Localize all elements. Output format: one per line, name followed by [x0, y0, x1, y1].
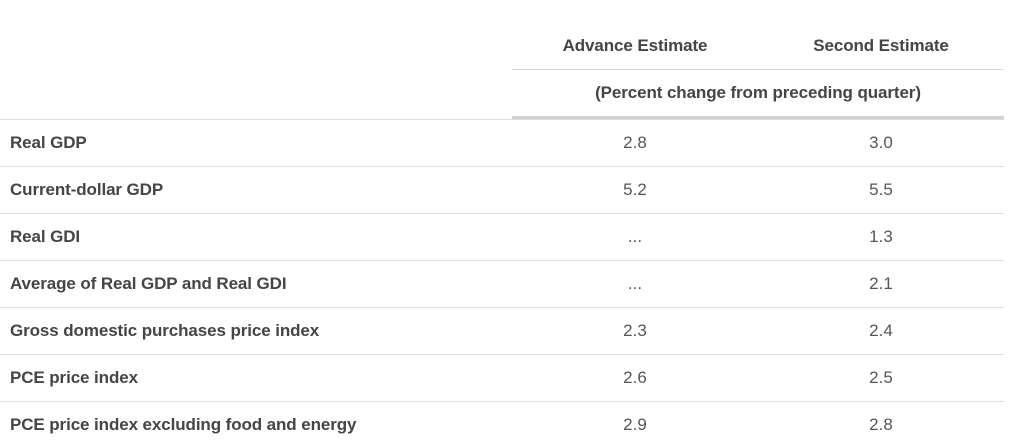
units-subheader: (Percent change from preceding quarter) — [512, 70, 1004, 119]
table-row-real-gdi: Real GDI ... 1.3 — [0, 213, 1004, 260]
advance-estimate-value: ... — [627, 227, 643, 246]
second-estimate-value: 3.0 — [869, 133, 893, 152]
row-label: Real GDI — [10, 227, 81, 246]
table-row-average-gdp-gdi: Average of Real GDP and Real GDI ... 2.1 — [0, 260, 1004, 307]
second-estimate-value: 2.5 — [869, 368, 893, 387]
second-estimate-value: 5.5 — [869, 180, 893, 199]
column-header-advance-estimate: Advance Estimate — [562, 35, 708, 55]
table-row-pce-price-index-ex-food-energy: PCE price index excluding food and energ… — [0, 401, 1004, 448]
table-body: Real GDP 2.8 3.0 Current-dollar GDP 5.2 … — [0, 119, 1004, 448]
second-estimate-value: 1.3 — [869, 227, 893, 246]
advance-estimate-value: 2.6 — [623, 368, 647, 387]
table-row-gross-domestic-purchases-price-index: Gross domestic purchases price index 2.3… — [0, 307, 1004, 354]
advance-estimate-value: 2.9 — [623, 415, 647, 434]
row-label: Real GDP — [10, 133, 87, 152]
second-estimate-value: 2.8 — [869, 415, 893, 434]
row-label: Gross domestic purchases price index — [10, 321, 320, 340]
advance-estimate-value: 2.8 — [623, 133, 647, 152]
row-label: Average of Real GDP and Real GDI — [10, 274, 287, 293]
advance-estimate-value: ... — [627, 274, 643, 293]
column-header-second-estimate: Second Estimate — [813, 35, 949, 55]
table-row-pce-price-index: PCE price index 2.6 2.5 — [0, 354, 1004, 401]
second-estimate-value: 2.1 — [869, 274, 893, 293]
row-label: PCE price index excluding food and energ… — [10, 415, 357, 434]
second-estimate-value: 2.4 — [869, 321, 893, 340]
table-row-current-dollar-gdp: Current-dollar GDP 5.2 5.5 — [0, 166, 1004, 213]
table-header: Advance Estimate Second Estimate (Percen… — [512, 0, 1004, 119]
advance-estimate-value: 5.2 — [623, 180, 647, 199]
row-label: Current-dollar GDP — [10, 180, 164, 199]
row-label: PCE price index — [10, 368, 138, 387]
column-headers-row: Advance Estimate Second Estimate — [512, 0, 1004, 70]
advance-estimate-value: 2.3 — [623, 321, 647, 340]
table-row-real-gdp: Real GDP 2.8 3.0 — [0, 119, 1004, 166]
